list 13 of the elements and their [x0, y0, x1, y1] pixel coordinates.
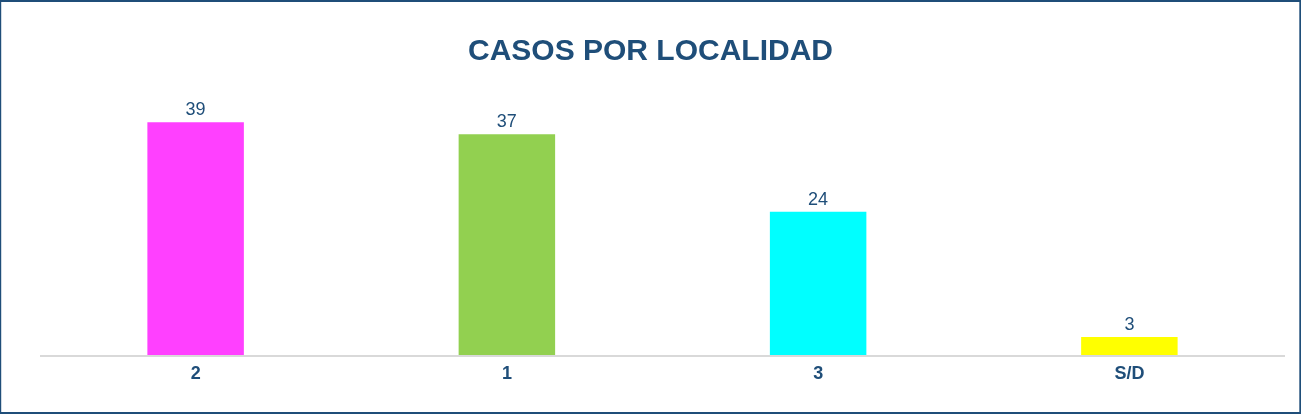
bar	[458, 134, 556, 355]
x-tick-label: 1	[501, 362, 512, 383]
x-tick-label: S/D	[1114, 362, 1145, 383]
data-label: 37	[496, 111, 517, 132]
data-label: 24	[808, 188, 829, 209]
data-label: 3	[1124, 314, 1135, 335]
x-tick-label: 3	[813, 362, 824, 383]
chart-title: CASOS POR LOCALIDAD	[467, 33, 834, 67]
bar	[147, 122, 244, 355]
x-tick-label: 2	[190, 362, 201, 383]
bar	[769, 211, 867, 355]
bar	[1081, 337, 1178, 355]
data-label: 39	[185, 99, 206, 120]
